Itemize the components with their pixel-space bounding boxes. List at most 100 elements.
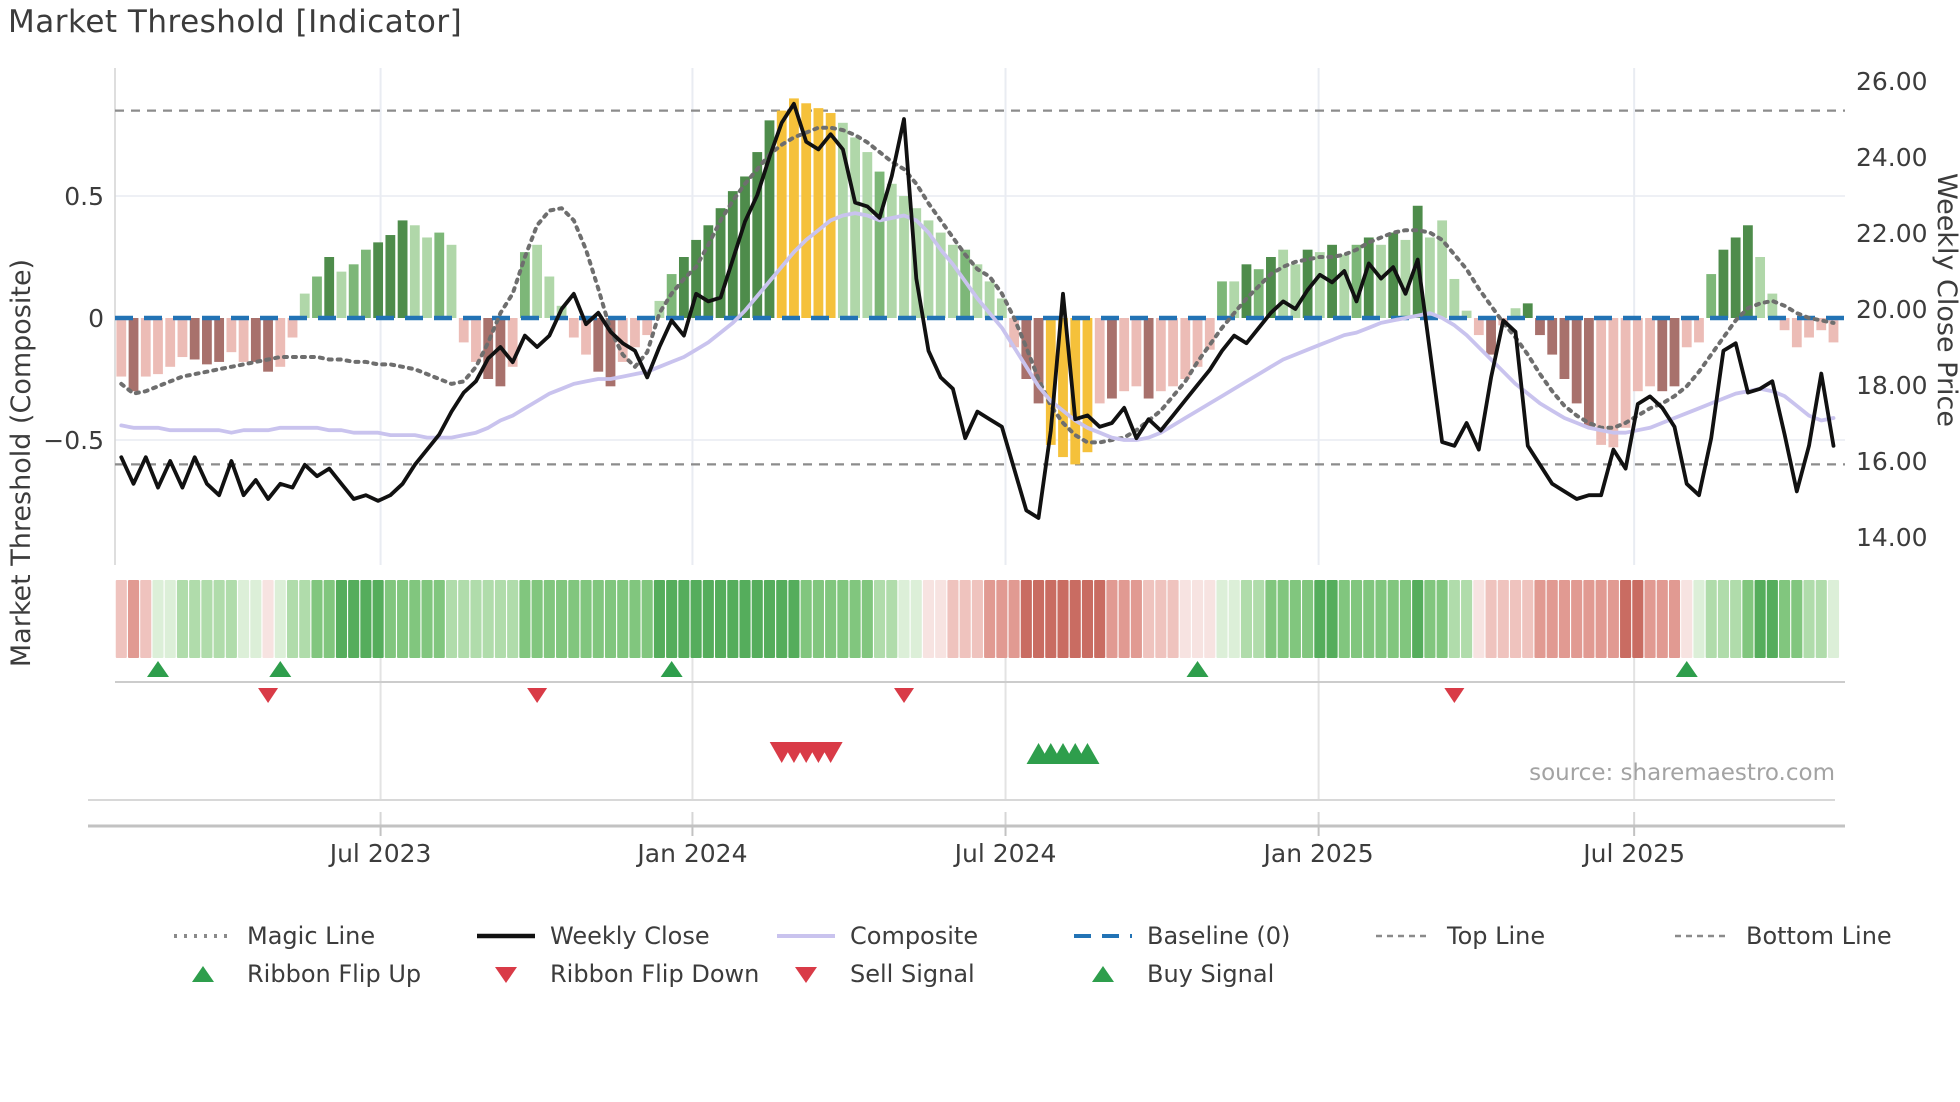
ribbon-cell bbox=[1473, 580, 1485, 658]
ribbon-cell bbox=[984, 580, 996, 658]
ribbon-cell bbox=[1338, 580, 1350, 658]
threshold-bar bbox=[1779, 318, 1790, 331]
ribbon-cell bbox=[335, 580, 347, 658]
ribbon-cell bbox=[1094, 580, 1106, 658]
threshold-bar bbox=[495, 318, 506, 387]
threshold-bar bbox=[850, 137, 860, 318]
ribbon-cell bbox=[812, 580, 824, 658]
threshold-bar bbox=[434, 232, 445, 318]
threshold-bar bbox=[948, 244, 958, 318]
ribbon-cell bbox=[947, 580, 959, 658]
ribbon-cell bbox=[262, 580, 274, 658]
threshold-bar bbox=[1302, 249, 1313, 318]
ribbon-cell bbox=[874, 580, 886, 658]
ribbon-cell bbox=[922, 580, 935, 658]
threshold-bar bbox=[128, 318, 139, 392]
magic-line bbox=[119, 125, 1836, 445]
threshold-bar bbox=[1082, 318, 1093, 453]
ribbon-cell bbox=[1485, 580, 1497, 658]
threshold-bar bbox=[1730, 237, 1741, 318]
ribbon-cell bbox=[727, 580, 739, 658]
threshold-bar bbox=[1388, 232, 1399, 318]
threshold-bar bbox=[1767, 293, 1778, 318]
threshold-bar bbox=[446, 244, 457, 318]
threshold-bar bbox=[336, 271, 347, 318]
ribbon-cell bbox=[653, 580, 665, 658]
ribbon-cell bbox=[849, 580, 861, 658]
threshold-bar bbox=[1217, 281, 1227, 318]
ribbon-cell bbox=[1314, 580, 1326, 658]
ribbon-cell bbox=[1069, 580, 1081, 658]
right-axis-tick-label: 20.00 bbox=[1856, 295, 1928, 324]
legend-item-sell-signal: Sell Signal bbox=[775, 956, 975, 992]
legend-label: Baseline (0) bbox=[1147, 922, 1291, 950]
ribbon-cell bbox=[1461, 580, 1473, 658]
legend-label: Ribbon Flip Up bbox=[247, 960, 422, 988]
threshold-bar bbox=[568, 318, 579, 338]
threshold-bar bbox=[1192, 318, 1203, 367]
legend-item-bottom-line: Bottom Line bbox=[1671, 918, 1892, 954]
ribbon-cell bbox=[1081, 580, 1094, 658]
legend-label: Buy Signal bbox=[1147, 960, 1275, 988]
ribbon-cell bbox=[299, 580, 311, 658]
threshold-bar bbox=[1168, 318, 1178, 387]
threshold-bar bbox=[1571, 318, 1582, 404]
ribbon-cell bbox=[213, 580, 225, 658]
ribbon-cell bbox=[1143, 580, 1155, 658]
ribbon-cell bbox=[1705, 580, 1717, 658]
threshold-bar bbox=[1070, 318, 1081, 465]
ribbon-cell bbox=[690, 580, 702, 658]
ribbon-cell bbox=[568, 580, 580, 658]
ribbon-cell bbox=[519, 580, 531, 658]
ribbon-cell bbox=[715, 580, 727, 658]
legend-item-ribbon-flip-down: Ribbon Flip Down bbox=[475, 956, 759, 992]
ribbon-cell bbox=[739, 580, 751, 658]
threshold-bar bbox=[935, 232, 946, 318]
ribbon-cell bbox=[543, 580, 555, 658]
buy-signal-marker bbox=[1075, 743, 1100, 764]
threshold-bar bbox=[801, 103, 812, 318]
ribbon-cell bbox=[1130, 580, 1142, 658]
ribbon-cell bbox=[360, 580, 372, 658]
ribbon-cell bbox=[127, 580, 140, 658]
threshold-bar bbox=[1155, 318, 1166, 392]
ribbon-cell bbox=[1387, 580, 1399, 658]
threshold-bar bbox=[1755, 257, 1766, 318]
threshold-bar bbox=[862, 152, 873, 318]
threshold-bar bbox=[825, 113, 836, 318]
threshold-bar bbox=[764, 120, 775, 318]
ribbon-cell bbox=[592, 580, 604, 658]
threshold-bar bbox=[263, 318, 273, 372]
threshold-bar bbox=[153, 318, 163, 375]
ribbon-cell bbox=[1216, 580, 1228, 658]
threshold-bar bbox=[1241, 264, 1252, 318]
threshold-bar bbox=[373, 242, 384, 318]
dashed-blue-icon bbox=[1072, 921, 1134, 951]
ribbon-cell bbox=[702, 580, 714, 658]
threshold-bar bbox=[630, 318, 640, 348]
page-title: Market Threshold [Indicator] bbox=[8, 4, 463, 40]
threshold-bar bbox=[238, 318, 249, 362]
threshold-bar bbox=[1706, 274, 1717, 318]
threshold-bar bbox=[1314, 252, 1325, 318]
threshold-bar bbox=[1045, 318, 1056, 445]
ribbon-cell bbox=[1277, 580, 1289, 658]
weekly-close-line bbox=[119, 101, 1836, 520]
tri-up-green-icon bbox=[1072, 959, 1134, 989]
ribbon-cell bbox=[1191, 580, 1204, 658]
ribbon-cell bbox=[494, 580, 506, 658]
ribbon-cell bbox=[556, 580, 568, 658]
threshold-bar bbox=[1253, 269, 1264, 318]
tri-down-red-icon bbox=[775, 959, 837, 989]
tri-up-green-icon bbox=[172, 959, 234, 989]
threshold-bar bbox=[1266, 257, 1276, 318]
dashed-gray-icon bbox=[1372, 921, 1434, 951]
ribbon-cell bbox=[482, 580, 494, 658]
ribbon-cell bbox=[189, 580, 201, 658]
ribbon-flip-up-marker bbox=[660, 661, 683, 677]
x-axis-tick-label: Jan 2024 bbox=[635, 839, 747, 868]
threshold-bar bbox=[678, 257, 689, 318]
ribbon-flip-up-marker bbox=[269, 661, 292, 677]
threshold-bar bbox=[642, 318, 653, 336]
ribbon-cell bbox=[397, 580, 409, 658]
